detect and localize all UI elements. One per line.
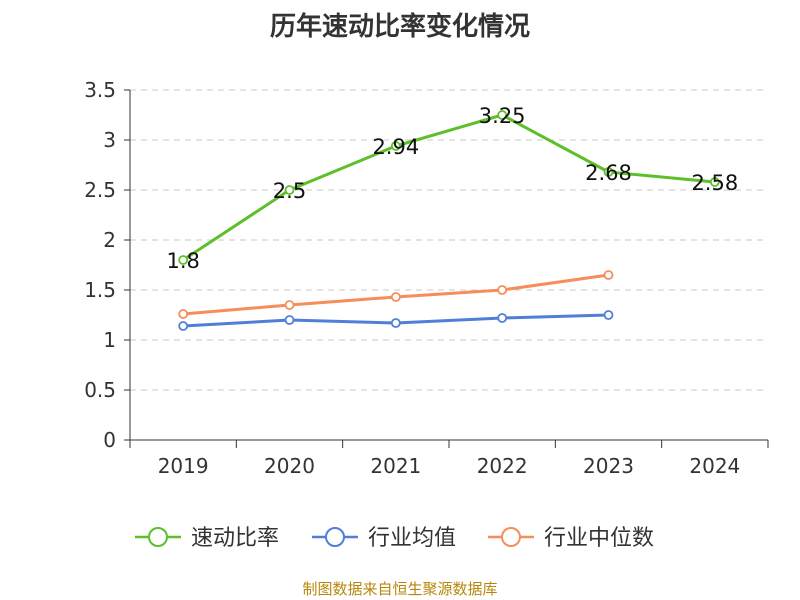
- y-tick-label: 3.5: [84, 78, 116, 102]
- data-point: [178, 309, 189, 319]
- data-point: [178, 321, 189, 331]
- x-tick-label: 2022: [477, 454, 528, 478]
- chart-title: 历年速动比率变化情况: [269, 12, 530, 42]
- series-line: [182, 113, 715, 262]
- y-tick-label: 2: [103, 228, 116, 252]
- data-point: [603, 310, 614, 320]
- y-tick-label: 0.5: [84, 378, 116, 402]
- data-point: [390, 318, 401, 328]
- legend-marker: [501, 527, 521, 547]
- y-tick-label: 3: [103, 128, 116, 152]
- data-label: 3.25: [479, 104, 526, 128]
- data-point: [284, 185, 295, 195]
- y-tick-label: 2.5: [84, 178, 116, 202]
- data-label: 1.8: [166, 249, 199, 273]
- legend-marker: [148, 527, 168, 547]
- data-point: [497, 110, 508, 120]
- legend-label: 速动比率: [191, 526, 279, 551]
- x-tick-label: 2024: [689, 454, 740, 478]
- data-label: 2.68: [585, 161, 632, 185]
- data-point: [603, 270, 614, 280]
- data-point: [178, 255, 189, 265]
- x-tick-label: 2023: [583, 454, 634, 478]
- legend-marker: [325, 527, 345, 547]
- y-tick-label: 1: [103, 328, 116, 352]
- data-label: 2.58: [691, 171, 738, 195]
- data-point: [284, 315, 295, 325]
- x-tick-label: 2020: [264, 454, 315, 478]
- data-label: 2.5: [273, 179, 306, 203]
- data-point: [603, 167, 614, 177]
- y-tick-label: 0: [103, 428, 116, 452]
- y-tick-label: 1.5: [84, 278, 116, 302]
- x-tick-label: 2021: [370, 454, 421, 478]
- data-point: [497, 313, 508, 323]
- data-point: [390, 141, 401, 151]
- data-point: [390, 292, 401, 302]
- legend-label: 行业均值: [368, 526, 456, 551]
- data-label: 2.94: [372, 135, 419, 159]
- legend-label: 行业中位数: [544, 526, 654, 551]
- data-point: [497, 285, 508, 295]
- x-tick-label: 2019: [158, 454, 209, 478]
- data-point: [284, 300, 295, 310]
- data-point: [709, 177, 720, 187]
- source-note: 制图数据来自恒生聚源数据库: [302, 580, 498, 598]
